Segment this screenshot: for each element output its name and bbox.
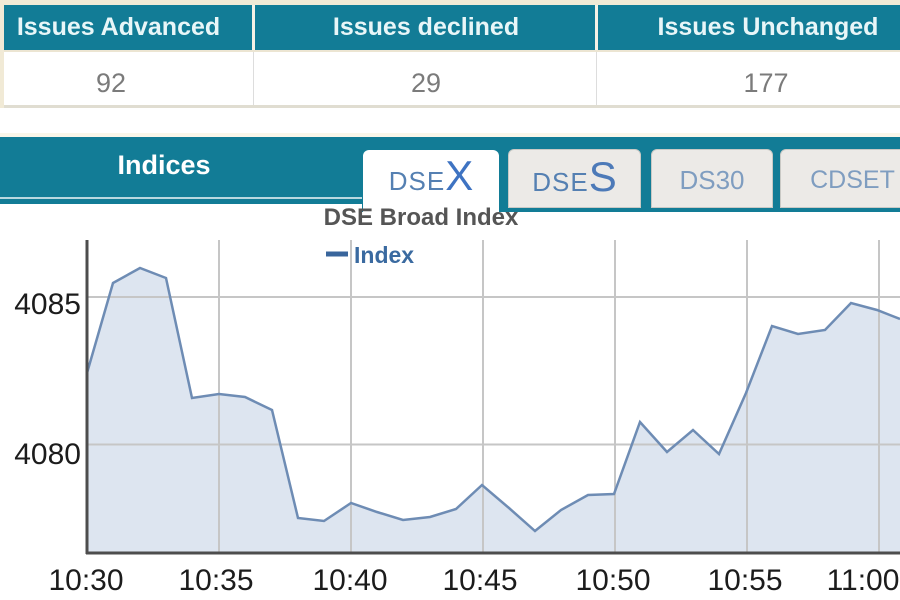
svg-text:10:50: 10:50	[575, 564, 650, 597]
svg-text:10:35: 10:35	[178, 564, 253, 597]
svg-text:10:55: 10:55	[707, 564, 782, 597]
svg-text:11:00: 11:00	[827, 564, 900, 597]
svg-text:10:30: 10:30	[48, 564, 123, 597]
svg-text:10:45: 10:45	[442, 564, 517, 597]
svg-text:DSE Broad Index: DSE Broad Index	[324, 204, 519, 231]
svg-text:4080: 4080	[14, 438, 81, 471]
svg-text:10:40: 10:40	[312, 564, 387, 597]
svg-text:Index: Index	[354, 242, 414, 268]
svg-text:4085: 4085	[14, 288, 81, 321]
